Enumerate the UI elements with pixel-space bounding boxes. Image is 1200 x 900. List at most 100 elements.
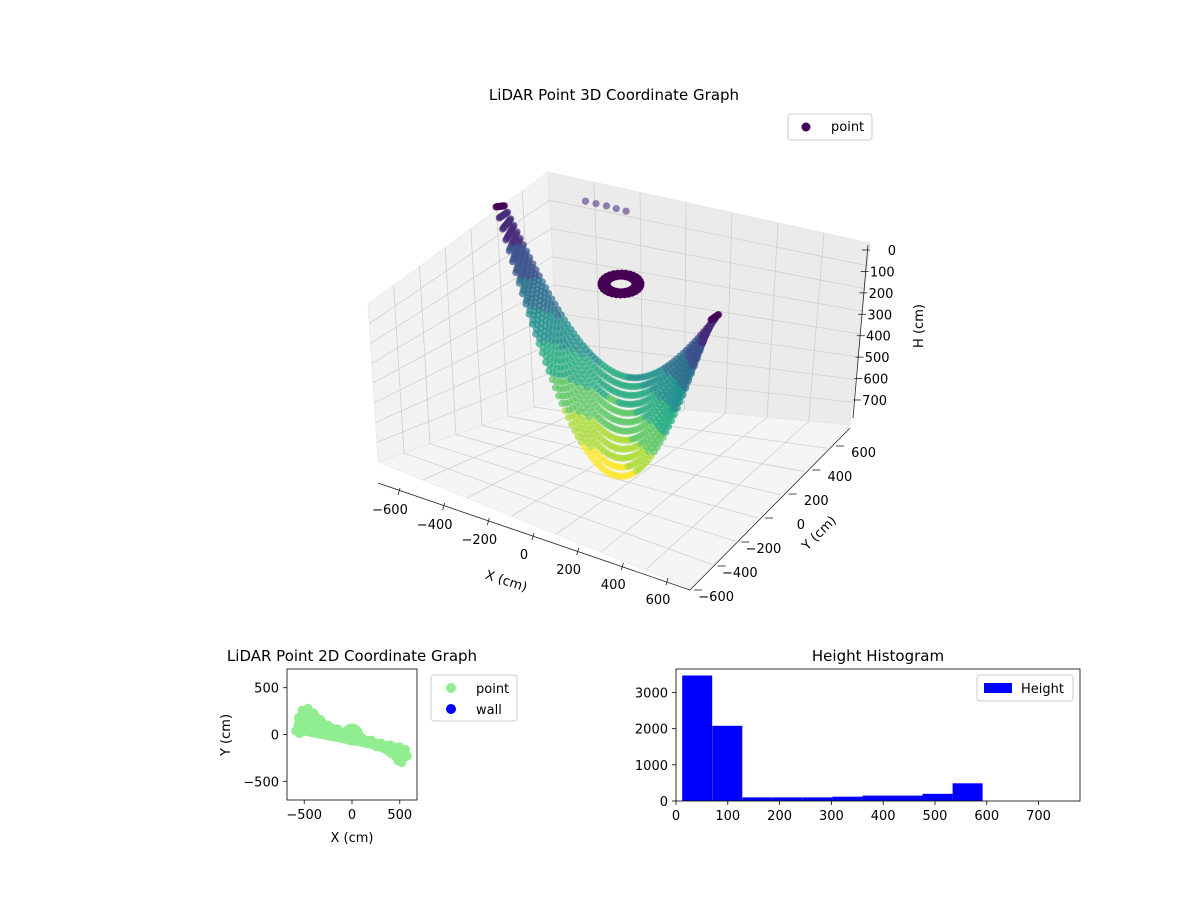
grid-line xyxy=(645,420,809,571)
data-point-2d xyxy=(385,748,395,758)
data-point-2d xyxy=(309,708,319,718)
x-tick-label-hist: 600 xyxy=(974,809,999,824)
legend-2d-marker-wall xyxy=(446,704,456,714)
x-tick-label-hist: 300 xyxy=(819,809,844,824)
data-point-3d xyxy=(548,295,556,303)
z-axis-line xyxy=(852,244,869,419)
x-tick-label-hist: 700 xyxy=(1026,809,1051,824)
data-point-3d xyxy=(492,203,500,211)
scatter2d-plot: LiDAR Point 2D Coordinate Graph −500 0 500… xyxy=(219,647,518,846)
data-point-3d xyxy=(602,202,611,210)
legend-hist-swatch xyxy=(984,683,1012,693)
z-tick-label: 400 xyxy=(866,330,891,345)
x-tick xyxy=(576,547,580,556)
data-point-2d-center xyxy=(341,723,363,746)
x-tick-label: −400 xyxy=(417,518,453,533)
data-point-3d xyxy=(684,377,693,385)
chart-title-3d: LiDAR Point 3D Coordinate Graph xyxy=(489,86,739,104)
legend-2d-label-wall: wall xyxy=(476,703,502,718)
data-point-2d xyxy=(316,715,325,724)
data-point-3d xyxy=(612,204,620,213)
x-tick xyxy=(665,577,669,586)
y-tick-label: −600 xyxy=(698,590,734,605)
z-tick-label: 200 xyxy=(869,287,894,302)
histogram-bar xyxy=(802,797,833,801)
x-tick-label-hist: 0 xyxy=(672,809,680,824)
data-point-2d xyxy=(402,751,412,761)
legend-2d-marker-point xyxy=(446,683,456,693)
legend-3d-label: point xyxy=(831,120,864,135)
ticks-hist: 0 100 200 300 400 500 600 700 0 1000 2000 3000 xyxy=(635,687,1051,824)
y-tick-label: −200 xyxy=(746,542,782,557)
y-axis-label-2d: Y (cm) xyxy=(219,714,234,757)
grid-line xyxy=(370,228,866,344)
data-point-3d xyxy=(687,369,695,378)
y-tick-label: 200 xyxy=(804,494,829,509)
legend-2d-label-point: point xyxy=(476,682,509,697)
histogram-bar xyxy=(922,793,953,801)
grid-line xyxy=(403,452,713,566)
x-tick-label-2d: 500 xyxy=(387,808,412,823)
z-tick-label: 300 xyxy=(867,308,892,323)
data-point-3d xyxy=(662,428,670,436)
data-point-3d xyxy=(690,362,698,370)
x-tick-label-hist: 200 xyxy=(767,809,792,824)
points-2d xyxy=(291,703,412,768)
data-point-2d xyxy=(294,729,304,739)
y-tick-label: 0 xyxy=(797,518,805,533)
x-tick-label: 0 xyxy=(520,548,528,563)
data-point-3d xyxy=(581,197,590,205)
data-point-3d xyxy=(508,258,517,266)
data-point-3d xyxy=(592,199,600,208)
legend-3d: point xyxy=(787,113,873,141)
x-tick-label: 400 xyxy=(601,578,626,593)
ticks-2d: −500 0 500 500 0 −500 xyxy=(243,682,412,823)
x-tick-label-hist: 500 xyxy=(923,809,948,824)
histogram-bars xyxy=(682,675,983,801)
grid-line xyxy=(371,256,863,364)
histogram-plot: Height Histogram 0 100 200 300 400 500 600 7000… xyxy=(635,647,1081,824)
data-point-3d xyxy=(707,316,715,324)
x-tick xyxy=(397,487,401,496)
histogram-bar xyxy=(892,795,923,801)
data-point-3d xyxy=(673,404,681,412)
z-axis-label-3d: H (cm) xyxy=(912,304,927,348)
chart-title-2d: LiDAR Point 2D Coordinate Graph xyxy=(227,647,477,665)
data-point-3d xyxy=(693,354,701,363)
grid-line xyxy=(455,434,759,519)
y-tick-label-hist: 0 xyxy=(660,795,668,810)
data-point-3d xyxy=(622,207,630,215)
histogram-bar xyxy=(742,797,773,801)
x-tick-label: −600 xyxy=(372,503,408,518)
data-point-2d xyxy=(371,742,381,752)
histogram-bar xyxy=(772,797,803,801)
z-tick-label: 500 xyxy=(865,351,890,366)
data-point-3d xyxy=(676,398,684,406)
data-point-3d xyxy=(551,300,559,308)
x-axis-line xyxy=(377,482,691,591)
data-point-2d xyxy=(366,735,376,745)
y-tick-label-hist: 3000 xyxy=(635,687,668,702)
y-tick-label-hist: 2000 xyxy=(635,723,668,738)
grid-line xyxy=(429,443,736,542)
y-tick-label-2d: 0 xyxy=(271,729,279,744)
grid-line xyxy=(369,199,868,325)
x-axis-label-3d: X (cm) xyxy=(483,568,529,596)
z-tick-label: 100 xyxy=(870,265,895,280)
histogram-bar xyxy=(952,783,983,801)
scatter3d-plot: LiDAR Point 3D Coordinate Graph −600 −400… xyxy=(367,86,927,608)
y-tick-label-2d: 500 xyxy=(254,682,279,697)
x-tick xyxy=(486,517,490,526)
x-tick-label-hist: 400 xyxy=(871,809,896,824)
points-3d xyxy=(492,197,723,480)
data-point-3d xyxy=(699,339,707,347)
x-tick xyxy=(531,532,535,541)
x-tick-label-2d: 0 xyxy=(348,808,356,823)
grid-line xyxy=(556,413,726,535)
x-tick xyxy=(442,502,446,511)
data-point-3d xyxy=(665,423,673,431)
legend-hist-label: Height xyxy=(1021,682,1064,697)
data-point-3d xyxy=(704,324,712,332)
histogram-bar xyxy=(862,795,893,801)
